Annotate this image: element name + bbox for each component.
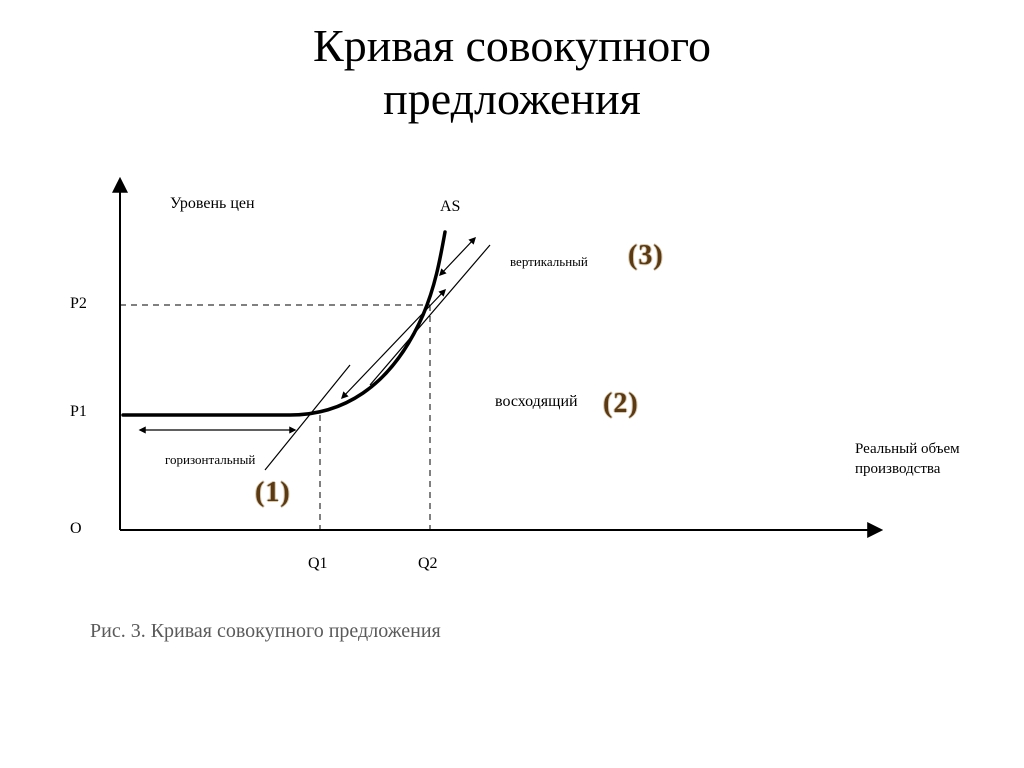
q2-label: Q2 [418,555,438,573]
horizontal-label: горизонтальный [165,452,255,468]
p2-label: P2 [70,295,87,313]
slide: Кривая совокупного предложения Уровень ц… [0,0,1024,768]
y-axis-title: Уровень цен [170,195,255,213]
annotation-1: (1) [255,477,291,509]
chart-svg [60,170,960,600]
x-axis-title-line2: производства [855,461,940,477]
origin-label: O [70,520,82,538]
annotation-3: (3) [628,240,664,272]
title-line-2: предложения [383,73,641,124]
as-label: AS [440,198,460,216]
x-axis-title: Реальный объем производства [855,440,960,479]
figure-caption: Рис. 3. Кривая совокупного предложения [90,620,441,643]
vertical-label: вертикальный [510,254,588,270]
as-curve-chart [60,170,960,605]
p1-label: P1 [70,403,87,421]
ascending-label: восходящий [495,393,578,411]
title-line-1: Кривая совокупного [313,20,711,71]
q1-label: Q1 [308,555,328,573]
x-axis-title-line1: Реальный объем [855,441,960,457]
annotation-2: (2) [603,388,639,420]
page-title: Кривая совокупного предложения [0,20,1024,126]
